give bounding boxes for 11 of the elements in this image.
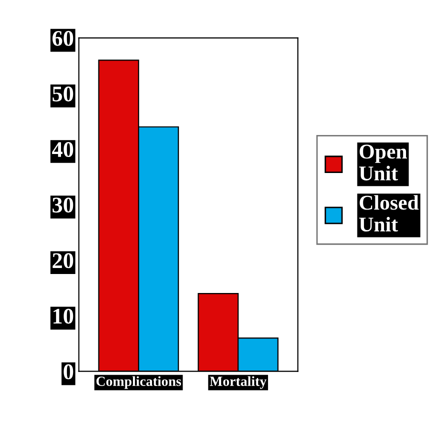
y-tick-label: 60: [52, 30, 74, 46]
legend-label: Open Unit: [359, 144, 407, 180]
y-tick-label: 0: [64, 364, 74, 380]
x-tick-label: Mortality: [210, 376, 267, 389]
y-tick-label: 40: [52, 142, 74, 158]
y-tick-label: 20: [52, 253, 74, 268]
x-tick-label: Complications: [96, 376, 182, 389]
y-tick-label: 10: [54, 308, 74, 324]
y-tick-label: 50: [52, 86, 74, 102]
y-tick-label: 30: [52, 198, 74, 213]
legend-label: Closed Unit: [359, 195, 419, 232]
